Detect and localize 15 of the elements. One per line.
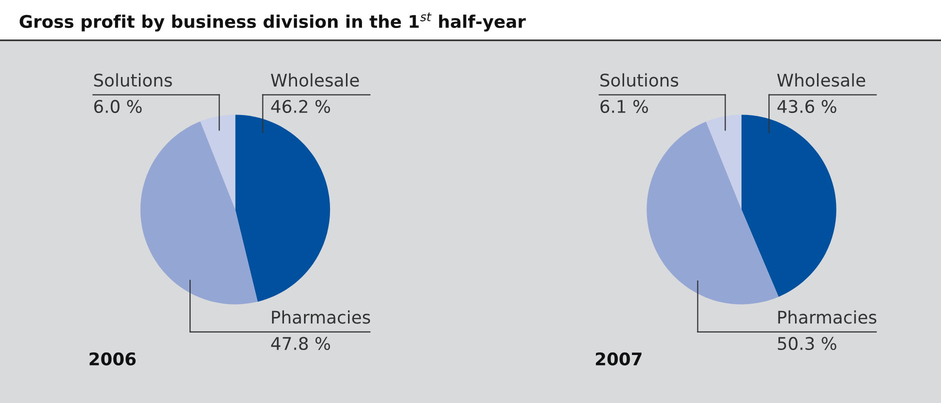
slice-label: Pharmacies <box>778 310 876 324</box>
data-label: 6.1 % <box>600 100 648 114</box>
data-label: 50.3 % <box>778 336 836 350</box>
slice-label: Wholesale <box>777 73 866 87</box>
slice-label: Solutions <box>94 73 172 87</box>
data-label: 47.8 % <box>271 336 330 350</box>
data-label: 6.0 % <box>94 100 142 114</box>
data-label: 43.6 % <box>777 100 836 114</box>
slice-label: Pharmacies <box>272 310 370 324</box>
text: 2007 <box>596 352 642 366</box>
slice-label: Solutions <box>600 73 678 87</box>
data-label: 46.2 % <box>271 100 330 114</box>
text: 2006 <box>90 352 136 366</box>
chart-title: Gross profit by business division in the 1$^{st}$ half-year <box>20 12 526 32</box>
slice-label: Wholesale <box>270 73 359 87</box>
